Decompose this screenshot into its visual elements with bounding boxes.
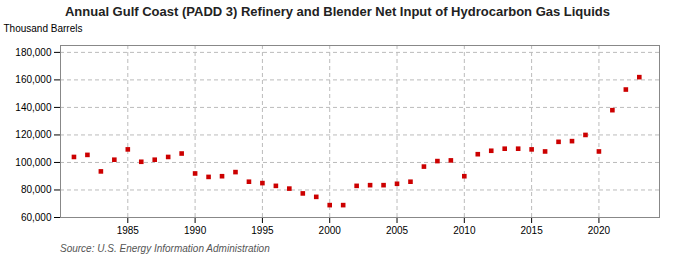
svg-text:120,000: 120,000 xyxy=(15,129,52,140)
html-text:Source: U.S. Energy Informatio: Source: U.S. Energy Information Administ… xyxy=(60,243,270,254)
svg-text:1995: 1995 xyxy=(251,225,274,236)
svg-text:2005: 2005 xyxy=(386,225,409,236)
svg-text:2010: 2010 xyxy=(453,225,476,236)
svg-text:160,000: 160,000 xyxy=(15,74,52,85)
svg-text:80,000: 80,000 xyxy=(21,184,52,195)
svg-text:2000: 2000 xyxy=(319,225,342,236)
svg-text:60,000: 60,000 xyxy=(21,212,52,223)
svg-text:2020: 2020 xyxy=(588,225,611,236)
svg-text:Thousand Barrels: Thousand Barrels xyxy=(4,23,83,34)
svg-text:140,000: 140,000 xyxy=(15,102,52,113)
svg-text:1990: 1990 xyxy=(184,225,207,236)
html-text:Annual Gulf Coast (PADD 3) Ref: Annual Gulf Coast (PADD 3) Refinery and … xyxy=(65,4,610,19)
svg-text:2015: 2015 xyxy=(520,225,543,236)
svg-text:180,000: 180,000 xyxy=(15,47,52,58)
svg-text:1985: 1985 xyxy=(117,225,140,236)
svg-text:100,000: 100,000 xyxy=(15,157,52,168)
